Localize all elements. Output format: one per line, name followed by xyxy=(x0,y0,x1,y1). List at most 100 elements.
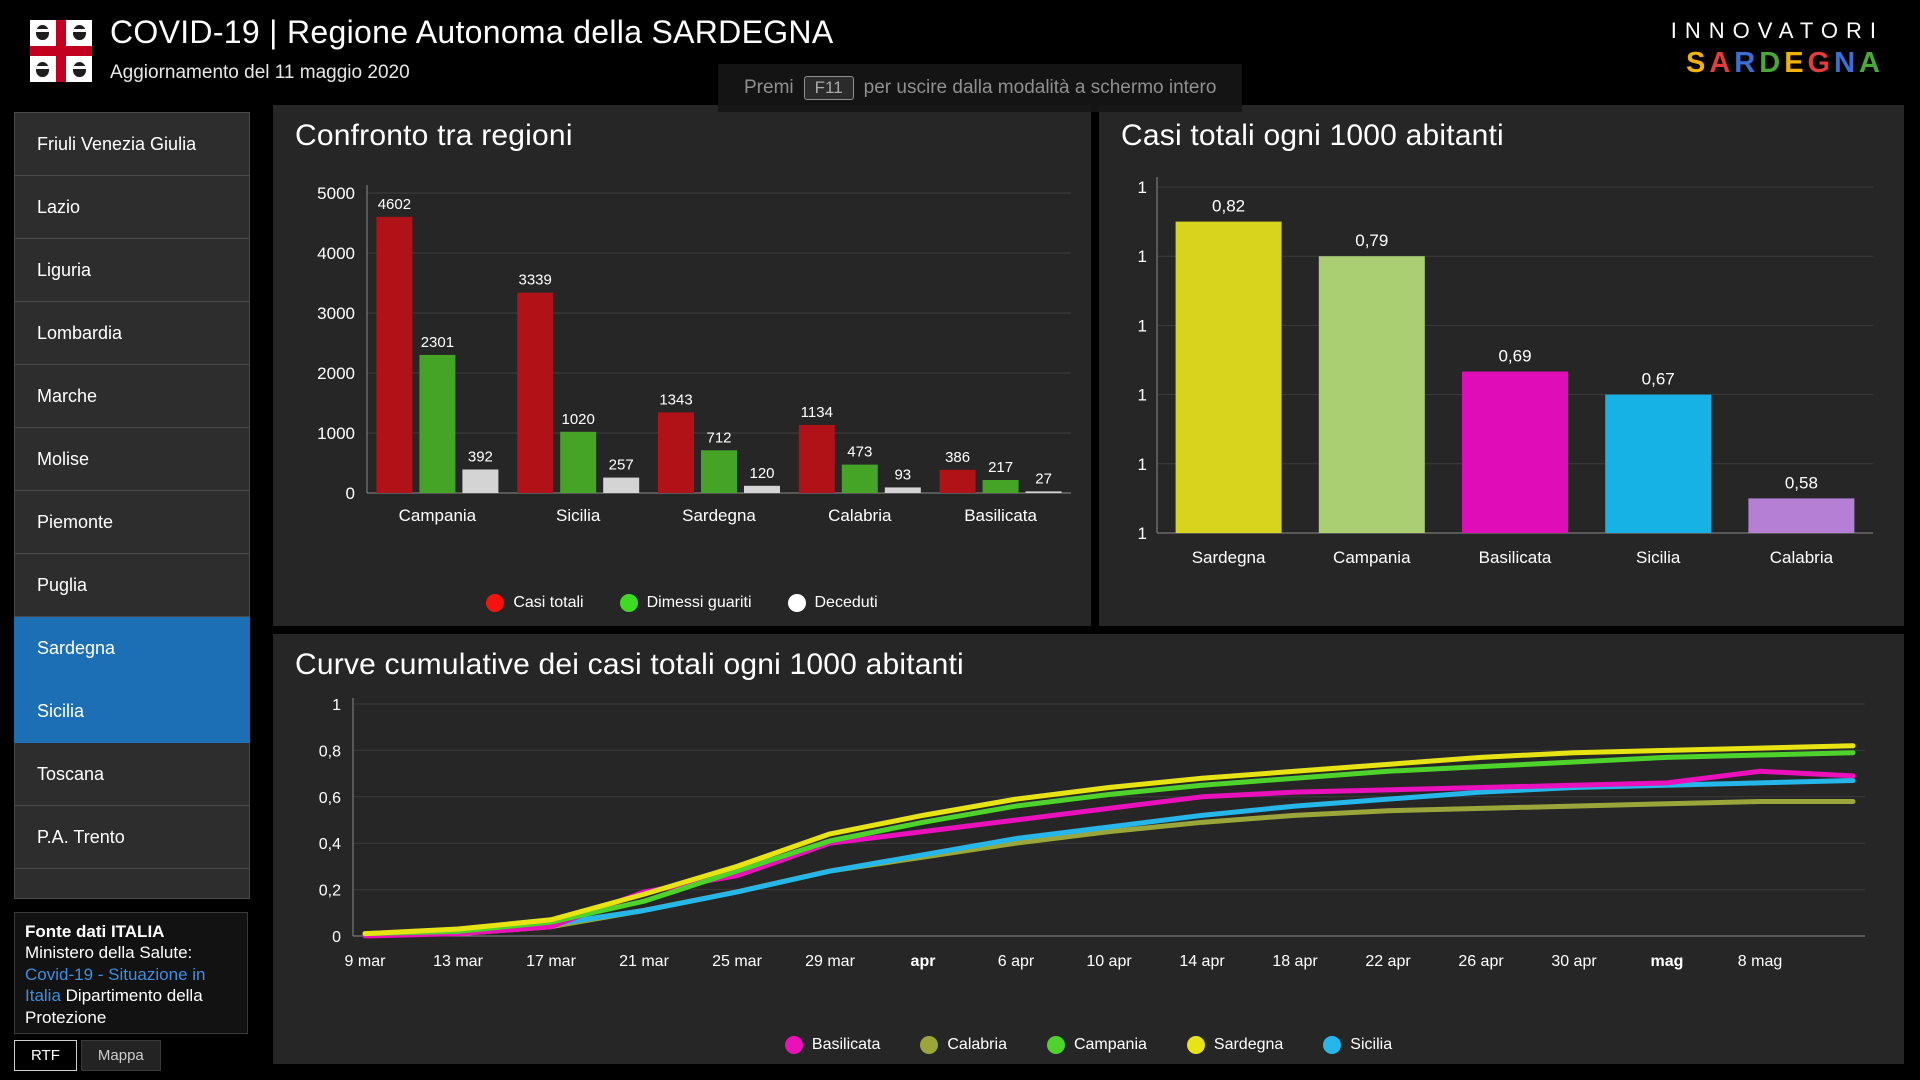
brand-letter: D xyxy=(1759,47,1785,79)
legend-item-dimessi-guariti[interactable]: Dimessi guariti xyxy=(619,594,752,612)
bar-value-label: 1134 xyxy=(801,404,833,421)
y-axis-label: 0,6 xyxy=(319,790,341,807)
sidebar-item-molise[interactable]: Molise xyxy=(14,428,250,491)
x-axis-label: 6 apr xyxy=(998,953,1035,970)
bar-sicilia[interactable] xyxy=(1605,394,1712,533)
brand-innovatori: INNOVATORI xyxy=(1670,18,1884,43)
bar-value-label: 712 xyxy=(706,429,731,446)
sidebar-item-piemonte[interactable]: Piemonte xyxy=(14,491,250,554)
legend-dot xyxy=(787,594,806,612)
bar-value-label: 473 xyxy=(847,444,872,461)
x-axis-label: Sardegna xyxy=(682,506,756,525)
brand-sardegna: SARDEGNA xyxy=(1671,47,1884,80)
y-axis-label: 0,2 xyxy=(319,883,341,900)
source-link[interactable]: Covid-19 - Situazione in Italia xyxy=(25,964,206,1006)
bar-basilicata-casi-totali[interactable] xyxy=(939,469,976,493)
bar-calabria-casi-totali[interactable] xyxy=(798,424,835,493)
bar-sardegna-dimessi-guariti[interactable] xyxy=(701,450,737,493)
bar-sardegna-casi-totali[interactable] xyxy=(658,412,694,493)
hint-text-post: per uscire dalla modalità a schermo inte… xyxy=(863,77,1217,98)
panel-casi-per-1000: Casi totali ogni 1000 abitanti 1 1 1 1 1 1 0,8… xyxy=(1099,105,1904,626)
x-axis-label: 14 apr xyxy=(1179,953,1225,970)
legend-item-sicilia[interactable]: Sicilia xyxy=(1323,1036,1392,1054)
legend-label: Dimessi guariti xyxy=(646,594,752,611)
sheet-tab-mappa[interactable]: Mappa xyxy=(80,1040,161,1071)
legend-item-sardegna[interactable]: Sardegna xyxy=(1186,1036,1283,1054)
legend-item-campania[interactable]: Campania xyxy=(1046,1036,1147,1054)
y-axis-label: 1 xyxy=(332,697,341,714)
bar-value-label: 0,58 xyxy=(1785,473,1818,492)
bar-value-label: 120 xyxy=(749,465,774,482)
legend-item-deceduti[interactable]: Deceduti xyxy=(787,594,878,612)
x-axis-label: apr xyxy=(911,953,936,970)
sidebar-item-lazio[interactable]: Lazio xyxy=(14,176,250,239)
y-axis-label: 0 xyxy=(332,929,341,946)
bar-chart-per-1000[interactable]: 1 1 1 1 1 1 0,82 Sardegna 0,79 Campania 0,69 Basili… xyxy=(1111,161,1891,591)
y-axis-label: 1 xyxy=(1138,178,1147,197)
bar-calabria[interactable] xyxy=(1748,498,1855,533)
sheet-tab-rtf[interactable]: RTF xyxy=(14,1040,77,1071)
line-chart-cumulative[interactable]: 0 0,2 0,4 0,6 0,8 1 9 mar 13 mar 17 mar 21 mar 25 … xyxy=(293,690,1883,990)
sidebar-item-sicilia[interactable]: Sicilia xyxy=(14,680,250,743)
bar-value-label: 27 xyxy=(1035,470,1052,487)
source-text-post: Dipartimento della Protezione xyxy=(25,986,203,1027)
x-axis-label: Basilicata xyxy=(1479,548,1552,567)
sidebar-item-p-a-trento[interactable]: P.A. Trento xyxy=(14,806,250,869)
bar-campania-dimessi-guariti[interactable] xyxy=(419,354,456,493)
grouped-bar-chart[interactable]: 0 1000 2000 3000 4000 5000 4602 2301 392 Campania… xyxy=(283,163,1081,563)
legend-dot xyxy=(1046,1036,1065,1054)
bar-basilicata[interactable] xyxy=(1462,371,1568,533)
bar-basilicata-deceduti[interactable] xyxy=(1025,491,1062,493)
flag-cross-horizontal xyxy=(30,46,92,56)
bar-value-label: 0,69 xyxy=(1498,347,1531,366)
legend-item-casi-totali[interactable]: Casi totali xyxy=(486,594,584,612)
bar-calabria-deceduti[interactable] xyxy=(884,487,921,493)
sidebar-item-toscana[interactable]: Toscana xyxy=(14,743,250,806)
bar-campania-deceduti[interactable] xyxy=(462,469,499,493)
panel-curve-cumulative: Curve cumulative dei casi totali ogni 10… xyxy=(273,634,1904,1064)
bar-sardegna-deceduti[interactable] xyxy=(744,485,780,493)
bar-sicilia-deceduti[interactable] xyxy=(603,477,640,493)
line-campania[interactable] xyxy=(362,750,1856,937)
bar-calabria-dimessi-guariti[interactable] xyxy=(841,464,878,493)
brand-letter: E xyxy=(1784,47,1808,79)
x-axis-label: 10 apr xyxy=(1086,953,1132,970)
sidebar-item-liguria[interactable]: Liguria xyxy=(14,239,250,302)
legend-dot xyxy=(486,594,505,612)
source-text: Ministero della Salute: xyxy=(25,943,193,963)
bar-campania[interactable] xyxy=(1318,256,1425,533)
bar-sicilia-casi-totali[interactable] xyxy=(517,292,554,493)
bar-value-label: 0,82 xyxy=(1212,197,1245,216)
bar-basilicata-dimessi-guariti[interactable] xyxy=(982,479,1019,493)
y-axis-label: 0 xyxy=(346,484,355,503)
bar-value-label: 217 xyxy=(988,459,1013,476)
sidebar-item-puglia[interactable]: Puglia xyxy=(14,554,250,617)
bar-campania-casi-totali[interactable] xyxy=(376,216,413,493)
x-axis-label: Campania xyxy=(399,506,477,525)
legend-dot xyxy=(784,1036,803,1054)
bar-value-label: 257 xyxy=(609,457,634,474)
legend-item-calabria[interactable]: Calabria xyxy=(920,1036,1007,1054)
region-filter-list: Friuli Venezia Giulia Lazio Liguria Lombard… xyxy=(14,112,250,899)
y-axis-label: 0,8 xyxy=(319,743,341,760)
y-axis-label: 1 xyxy=(1138,247,1147,266)
bar-sardegna[interactable] xyxy=(1175,221,1282,533)
bar-value-label: 93 xyxy=(894,466,911,483)
panel-title: Casi totali ogni 1000 abitanti xyxy=(1121,119,1504,152)
x-axis-label: Campania xyxy=(1333,548,1411,567)
sidebar-item-lombardia[interactable]: Lombardia xyxy=(14,302,250,365)
legend-label: Deceduti xyxy=(814,594,878,611)
chart-legend: Basilicata Calabria Campania Sardegna Sicili… xyxy=(273,1036,1904,1054)
line-sardegna[interactable] xyxy=(362,743,1856,937)
bar-value-label: 3339 xyxy=(519,272,552,289)
sidebar-item-partial[interactable] xyxy=(14,869,250,899)
sidebar-item-sardegna[interactable]: Sardegna xyxy=(14,617,250,680)
brand-letter: S xyxy=(1685,47,1710,79)
legend-label: Casi totali xyxy=(513,594,584,611)
y-axis-label: 3000 xyxy=(317,304,355,323)
legend-item-basilicata[interactable]: Basilicata xyxy=(784,1036,880,1054)
sidebar-item-marche[interactable]: Marche xyxy=(14,365,250,428)
chart-legend: Casi totali Dimessi guariti Deceduti xyxy=(273,594,1091,612)
sidebar-item-friuli-venezia-giulia[interactable]: Friuli Venezia Giulia xyxy=(14,113,250,176)
bar-sicilia-dimessi-guariti[interactable] xyxy=(560,431,597,493)
